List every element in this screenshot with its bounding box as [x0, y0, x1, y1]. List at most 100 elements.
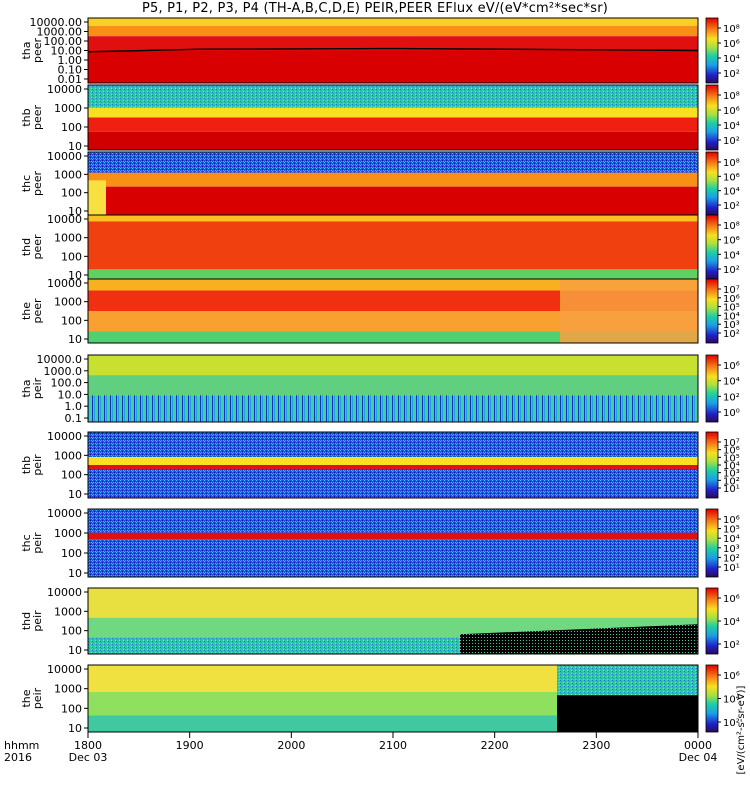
- y-tick-label: 10000: [47, 430, 82, 443]
- colorbar: [705, 587, 719, 655]
- y-tick-label: 10000: [47, 663, 82, 676]
- colorbar-tick-label: 10²: [723, 553, 740, 564]
- y-tick-label: 1000.0: [44, 365, 83, 378]
- y-tick-label: 1000: [54, 232, 82, 245]
- y-axis-label: peer: [31, 171, 44, 197]
- panel-frame: [87, 354, 699, 423]
- heatmap-band-3: [88, 131, 698, 150]
- spacecraft-potential-line: [87, 47, 699, 53]
- colorbar: [705, 84, 719, 151]
- heatmap-band-1: [88, 375, 698, 396]
- heatmap-band-3: [88, 50, 698, 83]
- y-axis-label: peer: [31, 234, 44, 260]
- y-tick-label: 1000: [54, 168, 82, 181]
- y-tick-label: 10.00: [51, 45, 83, 58]
- heatmap-band-0: [88, 355, 698, 376]
- time-row-label: hhmm: [4, 739, 39, 752]
- time-tick-label: 0000: [684, 739, 712, 752]
- colorbar-tick-label: 10²: [723, 201, 740, 212]
- y-tick-label: 100: [61, 469, 82, 482]
- colorbar-tick-label: 10⁴: [723, 187, 740, 198]
- colorbar-tick-label: 10⁶: [723, 361, 740, 372]
- colorbar-tick-label: 10⁵: [723, 303, 740, 314]
- y-axis-label: peir: [31, 377, 44, 399]
- colorbar-tick-label: 10⁶: [723, 515, 740, 526]
- heatmap-band-1: [88, 290, 698, 311]
- colorbar: [705, 214, 719, 280]
- colorbar-tick-label: 10²: [723, 69, 740, 80]
- y-tick-label: 10000: [47, 150, 82, 163]
- y-axis-label: thd: [20, 238, 33, 256]
- colorbar: [705, 17, 719, 84]
- y-axis-label: the: [20, 689, 33, 707]
- colorbar-tick-label: 10⁶: [723, 106, 740, 117]
- heatmap-band-0: [88, 152, 698, 173]
- colorbar-tick-label: 10⁴: [723, 250, 740, 261]
- y-axis-label: thb: [20, 108, 33, 126]
- heatmap-band-2: [88, 465, 698, 469]
- y-tick-label: 10: [68, 567, 82, 580]
- y-tick-label: 10: [68, 333, 82, 346]
- colorbar-tick-label: 10⁴: [723, 534, 740, 545]
- y-axis-label: peir: [31, 454, 44, 476]
- y-axis-label: peir: [31, 610, 44, 632]
- heatmap-band-2: [88, 117, 698, 132]
- heatmap-band-2: [88, 311, 698, 332]
- y-tick-label: 10000: [47, 213, 82, 226]
- y-axis-label: thd: [20, 612, 33, 630]
- colorbar-tick-label: 10⁰: [723, 408, 740, 419]
- heatmap-band-3: [88, 331, 698, 343]
- colorbar-tick-label: 10⁶: [723, 172, 740, 183]
- y-axis-label: peir: [31, 532, 44, 554]
- colorbar-tick-label: 10⁸: [723, 221, 740, 232]
- date-label-start: Dec 03: [69, 751, 108, 764]
- heatmap-band-2: [88, 715, 698, 732]
- y-tick-label: 10000: [47, 507, 82, 520]
- colorbar-tick-label: 10⁴: [723, 617, 740, 628]
- colorbar: [705, 664, 719, 733]
- y-tick-label: 10: [68, 644, 82, 657]
- y-tick-label: 10000: [47, 586, 82, 599]
- y-tick-label: 10000: [47, 83, 82, 96]
- time-tick-label: 1800: [74, 739, 102, 752]
- colorbar: [705, 151, 719, 216]
- colorbar-tick-label: 10³: [723, 320, 740, 331]
- chart-title: P5, P1, P2, P3, P4 (TH-A,B,C,D,E) PEIR,P…: [141, 1, 609, 16]
- y-tick-label: 1000: [54, 605, 82, 618]
- heatmap-band-2: [88, 186, 698, 215]
- heatmap-band-1: [88, 532, 698, 540]
- y-tick-label: 100.00: [44, 35, 83, 48]
- early-interval-patch: [88, 180, 106, 215]
- y-tick-label: 100: [61, 121, 82, 134]
- colorbar-tick-label: 10¹: [723, 484, 740, 495]
- heatmap-band-0: [88, 279, 698, 291]
- y-tick-label: 1000: [54, 527, 82, 540]
- y-axis-label: thc: [20, 175, 33, 192]
- late-interval-patch: [560, 279, 698, 343]
- colorbar-tick-label: 10²: [723, 640, 740, 651]
- heatmap-band-0: [88, 85, 698, 108]
- y-tick-label: 10: [68, 205, 82, 218]
- year-row-label: 2016: [4, 751, 32, 764]
- y-tick-label: 10: [68, 722, 82, 735]
- y-tick-label: 100: [61, 250, 82, 263]
- y-tick-label: 10.0: [58, 388, 83, 401]
- colorbar-tick-label: 10⁴: [723, 311, 740, 322]
- heatmap-band-0: [88, 509, 698, 533]
- colorbar-tick-label: 10⁵: [723, 453, 740, 464]
- y-tick-label: 1000.00: [37, 26, 83, 39]
- heatmap-band-1: [88, 107, 698, 118]
- y-tick-label: 100: [61, 702, 82, 715]
- no-data-region: [460, 624, 698, 654]
- heatmap-band-2: [88, 269, 698, 279]
- y-axis-label: tha: [20, 41, 33, 59]
- time-tick-label: 2300: [582, 739, 610, 752]
- heatmap-band-1: [88, 221, 698, 270]
- y-tick-label: 100: [61, 625, 82, 638]
- panel-frame: [87, 508, 699, 578]
